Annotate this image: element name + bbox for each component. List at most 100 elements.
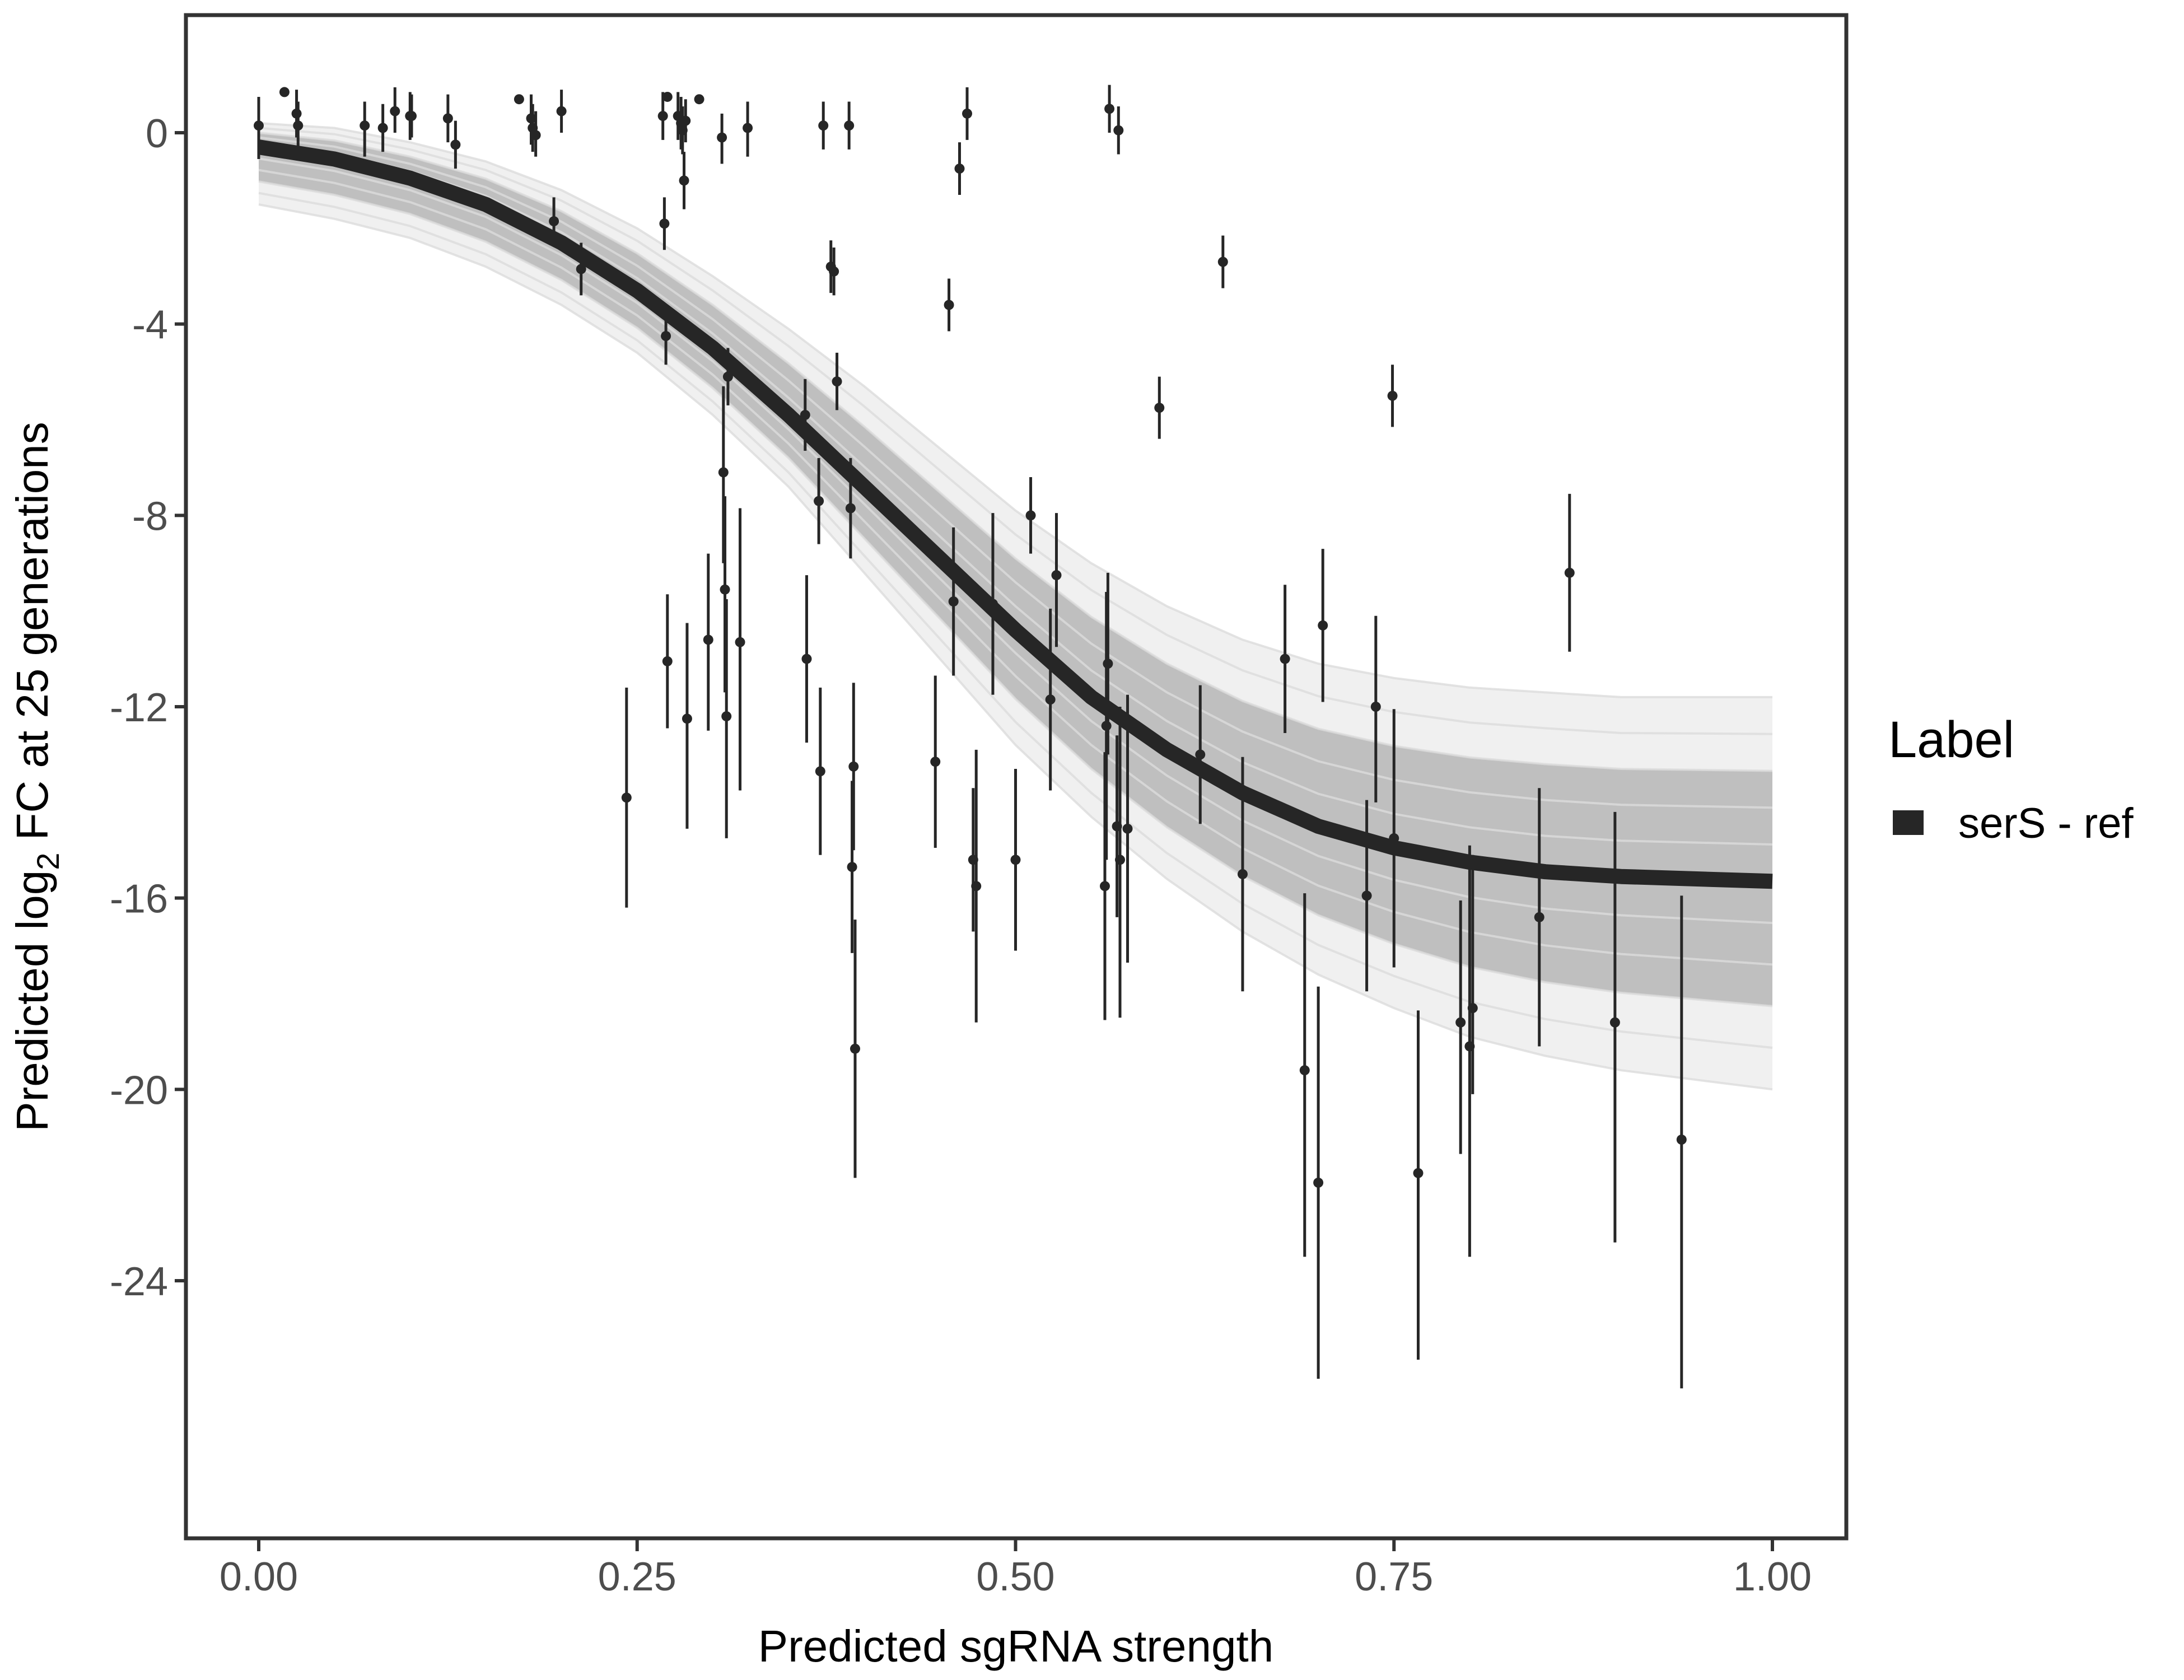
x-tick-label: 1.00 — [1733, 1555, 1812, 1599]
point-marker — [1467, 1003, 1478, 1014]
point-marker — [954, 164, 965, 174]
data-point-43 — [818, 101, 829, 150]
point-marker — [844, 120, 855, 131]
data-point-18 — [621, 687, 632, 908]
data-point-54 — [948, 527, 959, 676]
posterior-draw-6 — [258, 136, 1773, 809]
data-point-60 — [1010, 769, 1021, 951]
data-point-3 — [293, 101, 304, 150]
data-point-91 — [1676, 895, 1687, 1389]
data-point-46 — [832, 352, 842, 410]
point-marker — [1099, 881, 1110, 892]
point-marker — [1113, 125, 1124, 136]
point-marker — [514, 94, 524, 105]
data-point-62 — [1045, 608, 1056, 791]
point-marker — [720, 584, 730, 595]
data-point-10 — [450, 120, 461, 169]
y-axis-title-prefix: Predicted log — [7, 870, 57, 1132]
data-point-39 — [800, 379, 810, 451]
point-marker — [944, 300, 954, 310]
data-point-55 — [954, 142, 965, 195]
point-marker — [407, 111, 417, 122]
data-point-74 — [1217, 235, 1228, 288]
data-point-9 — [442, 94, 453, 143]
data-point-16 — [556, 90, 567, 133]
x-axis-ticks: 0.00 0.25 0.50 0.75 1.00 — [220, 1540, 1812, 1599]
point-marker — [1237, 869, 1248, 879]
data-point-81 — [1370, 615, 1381, 802]
point-marker — [682, 713, 692, 724]
posterior-draw-0 — [258, 203, 1773, 1091]
point-marker — [1534, 912, 1544, 922]
data-point-17 — [576, 242, 586, 296]
x-axis-title: Predicted sgRNA strength — [758, 1621, 1273, 1671]
point-marker — [718, 467, 729, 478]
point-marker — [679, 175, 689, 186]
point-marker — [1025, 510, 1036, 521]
data-point-23 — [662, 91, 673, 102]
y-tick-label: -8 — [132, 494, 168, 539]
data-point-61 — [1025, 477, 1036, 554]
data-point-63 — [1051, 513, 1062, 647]
point-marker — [377, 123, 388, 133]
x-tick-label: 0.75 — [1355, 1555, 1433, 1599]
data-point-52 — [930, 675, 941, 848]
data-point-32 — [717, 113, 727, 164]
point-marker — [717, 132, 727, 143]
point-marker — [659, 218, 670, 229]
data-point-56 — [962, 87, 973, 140]
data-point-73 — [1195, 685, 1206, 824]
data-point-36 — [722, 348, 733, 405]
point-marker — [703, 634, 713, 645]
data-point-37 — [735, 508, 745, 791]
y-tick-label: -24 — [110, 1259, 168, 1304]
data-point-42 — [815, 687, 825, 855]
posterior-draw-7 — [258, 132, 1773, 772]
point-marker — [279, 87, 290, 97]
point-marker — [1122, 823, 1133, 834]
data-point-31 — [703, 553, 713, 731]
point-marker — [971, 881, 982, 892]
data-point-90 — [1609, 811, 1620, 1243]
data-point-78 — [1313, 986, 1324, 1379]
posterior-draw-3 — [258, 169, 1773, 966]
point-marker — [1676, 1135, 1687, 1145]
point-marker — [680, 115, 691, 126]
point-marker — [1115, 855, 1126, 865]
data-point-20 — [659, 197, 670, 250]
point-marker — [621, 792, 632, 803]
y-tick-label: -4 — [132, 303, 168, 348]
point-marker — [815, 766, 825, 777]
data-point-29 — [682, 623, 692, 829]
point-marker — [1154, 403, 1165, 413]
data-point-41 — [814, 458, 824, 544]
data-point-66 — [1103, 572, 1113, 755]
point-marker — [442, 113, 453, 124]
posterior-draw-1 — [258, 192, 1773, 1049]
data-point-50 — [848, 683, 859, 851]
data-point-8 — [407, 94, 417, 138]
point-marker — [743, 123, 753, 133]
point-marker — [1609, 1017, 1620, 1028]
y-axis-title-suffix: FC at 25 generations — [7, 422, 57, 852]
point-marker — [291, 108, 302, 119]
legend-title: Label — [1888, 711, 2014, 768]
point-marker — [850, 1043, 860, 1054]
point-marker — [549, 216, 559, 227]
legend: Label serS - ref — [1888, 711, 2134, 847]
point-marker — [962, 108, 973, 119]
legend-key-sers-ref — [1893, 810, 1924, 835]
point-marker — [721, 711, 732, 722]
point-marker — [1051, 570, 1062, 581]
legend-label-sers-ref: serS - ref — [1958, 800, 2134, 847]
data-point-79 — [1318, 549, 1328, 702]
fit-curve-layer — [257, 139, 1773, 889]
data-points-layer — [254, 85, 1687, 1389]
posterior-draw-4 — [258, 157, 1773, 925]
data-point-82 — [1387, 365, 1398, 427]
data-point-70 — [1115, 707, 1126, 1018]
data-point-15 — [549, 197, 559, 245]
plot-panel-border — [184, 13, 1849, 1541]
point-marker — [847, 862, 857, 872]
